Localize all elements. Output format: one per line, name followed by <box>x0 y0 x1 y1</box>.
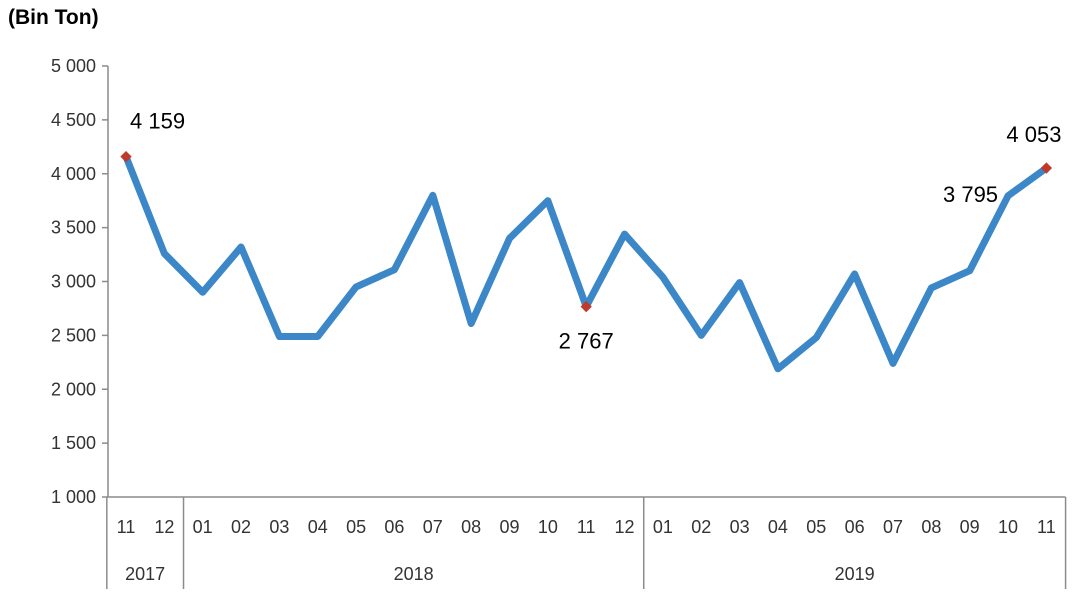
x-tick-label: 07 <box>423 517 443 537</box>
x-tick-label: 06 <box>384 517 404 537</box>
y-tick-label: 4 500 <box>51 110 96 130</box>
data-point-marker <box>1040 162 1053 174</box>
x-tick-label: 10 <box>998 517 1018 537</box>
y-tick-label: 1 500 <box>51 433 96 453</box>
data-point-marker <box>580 300 592 313</box>
y-tick-label: 3 500 <box>51 218 96 238</box>
x-tick-label: 11 <box>577 517 596 537</box>
y-tick-label: 2 500 <box>51 325 96 345</box>
x-tick-label: 05 <box>806 517 826 537</box>
x-tick-label: 12 <box>154 517 174 537</box>
x-tick-label: 05 <box>346 517 366 537</box>
x-tick-label: 03 <box>730 517 750 537</box>
x-tick-label: 04 <box>768 517 788 537</box>
x-tick-label: 10 <box>538 517 558 537</box>
x-tick-label: 11 <box>117 517 136 537</box>
x-tick-label: 07 <box>883 517 903 537</box>
data-label: 3 795 <box>943 182 998 207</box>
x-tick-label: 06 <box>845 517 865 537</box>
x-tick-label: 09 <box>960 517 980 537</box>
data-label: 4 159 <box>130 109 185 134</box>
x-tick-label: 08 <box>921 517 941 537</box>
x-tick-label: 02 <box>691 517 711 537</box>
year-group-label: 2017 <box>125 564 165 584</box>
x-tick-label: 12 <box>615 517 635 537</box>
x-tick-label: 03 <box>269 517 289 537</box>
data-label: 4 053 <box>1006 122 1061 147</box>
y-tick-label: 1 000 <box>51 487 96 507</box>
y-axis-unit-label: (Bin Ton) <box>8 6 99 29</box>
y-tick-label: 4 000 <box>51 164 96 184</box>
x-tick-label: 11 <box>1037 517 1056 537</box>
y-tick-label: 3 000 <box>51 272 96 292</box>
x-tick-label: 04 <box>308 517 328 537</box>
data-label: 2 767 <box>559 329 614 354</box>
x-tick-label: 09 <box>499 517 519 537</box>
x-tick-label: 08 <box>461 517 481 537</box>
year-group-label: 2019 <box>835 564 875 584</box>
y-tick-label: 5 000 <box>51 56 96 76</box>
x-tick-label: 02 <box>231 517 251 537</box>
x-tick-label: 01 <box>193 517 213 537</box>
year-group-label: 2018 <box>394 564 434 584</box>
x-tick-label: 01 <box>653 517 673 537</box>
y-tick-label: 2 000 <box>51 379 96 399</box>
